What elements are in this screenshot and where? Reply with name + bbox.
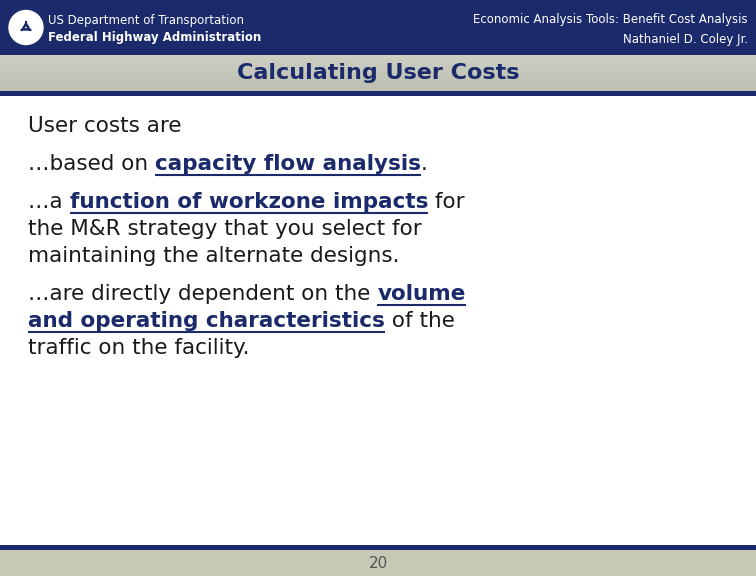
Bar <box>0 86 756 87</box>
Bar <box>0 81 756 82</box>
Bar <box>0 58 756 59</box>
Bar <box>0 73 756 74</box>
Text: volume: volume <box>377 284 466 304</box>
Bar <box>0 83 756 84</box>
Text: maintaining the alternate designs.: maintaining the alternate designs. <box>28 246 399 266</box>
Text: of the: of the <box>385 311 455 331</box>
Bar <box>0 76 756 77</box>
Bar <box>0 78 756 79</box>
Bar <box>0 55 756 56</box>
Text: Nathaniel D. Coley Jr.: Nathaniel D. Coley Jr. <box>623 33 748 46</box>
Bar <box>0 84 756 85</box>
Bar <box>0 56 756 57</box>
Bar <box>0 62 756 63</box>
Text: .: . <box>421 154 428 174</box>
Bar <box>0 77 756 78</box>
Bar <box>0 75 756 76</box>
Bar <box>0 71 756 72</box>
Bar <box>0 0 756 55</box>
Bar <box>0 63 756 64</box>
Text: for: for <box>428 192 465 212</box>
Text: the M&R strategy that you select for: the M&R strategy that you select for <box>28 219 422 239</box>
Bar <box>0 66 756 67</box>
Text: …a: …a <box>28 192 70 212</box>
Bar <box>0 60 756 61</box>
Text: User costs are: User costs are <box>28 116 181 136</box>
Bar <box>0 91 756 96</box>
Bar <box>0 79 756 80</box>
Bar <box>0 89 756 90</box>
Text: Federal Highway Administration: Federal Highway Administration <box>48 31 262 44</box>
Bar <box>0 74 756 75</box>
Text: US Department of Transportation: US Department of Transportation <box>48 14 244 28</box>
Bar <box>0 65 756 66</box>
Text: and operating characteristics: and operating characteristics <box>28 311 385 331</box>
Bar <box>0 88 756 89</box>
Bar <box>0 550 756 576</box>
Text: Economic Analysis Tools: Benefit Cost Analysis: Economic Analysis Tools: Benefit Cost An… <box>473 13 748 26</box>
Bar <box>0 57 756 58</box>
Text: 20: 20 <box>368 555 388 570</box>
Bar <box>0 90 756 91</box>
Bar <box>0 67 756 68</box>
Bar <box>0 69 756 70</box>
Text: capacity flow analysis: capacity flow analysis <box>155 154 421 174</box>
Bar <box>0 59 756 60</box>
Text: function of workzone impacts: function of workzone impacts <box>70 192 428 212</box>
Bar <box>0 72 756 73</box>
Bar <box>0 64 756 65</box>
Bar <box>0 68 756 69</box>
Text: …are directly dependent on the: …are directly dependent on the <box>28 284 377 304</box>
Bar <box>0 80 756 81</box>
Text: Calculating User Costs: Calculating User Costs <box>237 63 519 83</box>
Bar <box>0 85 756 86</box>
Bar <box>0 70 756 71</box>
Text: traffic on the facility.: traffic on the facility. <box>28 338 249 358</box>
Text: …based on: …based on <box>28 154 155 174</box>
Bar <box>0 82 756 83</box>
Bar <box>0 545 756 550</box>
Circle shape <box>9 10 43 44</box>
Bar <box>0 87 756 88</box>
Bar <box>0 61 756 62</box>
